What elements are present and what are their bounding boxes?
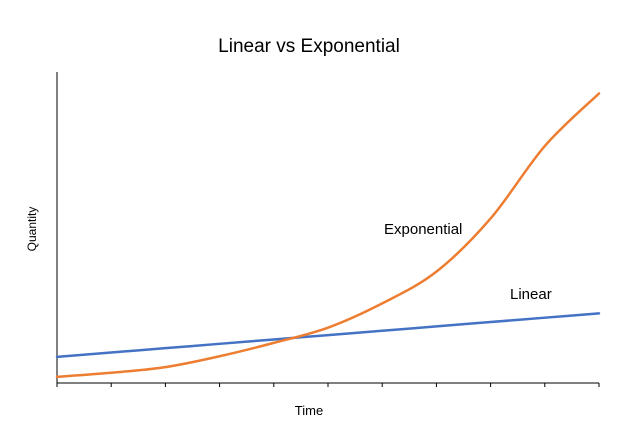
series-lines (55, 92, 601, 379)
series-line-linear (55, 312, 601, 359)
chart-title: Linear vs Exponential (218, 36, 400, 57)
y-axis-label: Quantity (25, 206, 39, 252)
x-axis-label: Time (294, 403, 324, 418)
x-axis-ticks (56, 383, 600, 387)
series-line-exponential (55, 92, 601, 379)
series-label-exponential: Exponential (384, 221, 463, 238)
series-label-linear: Linear (510, 286, 552, 303)
